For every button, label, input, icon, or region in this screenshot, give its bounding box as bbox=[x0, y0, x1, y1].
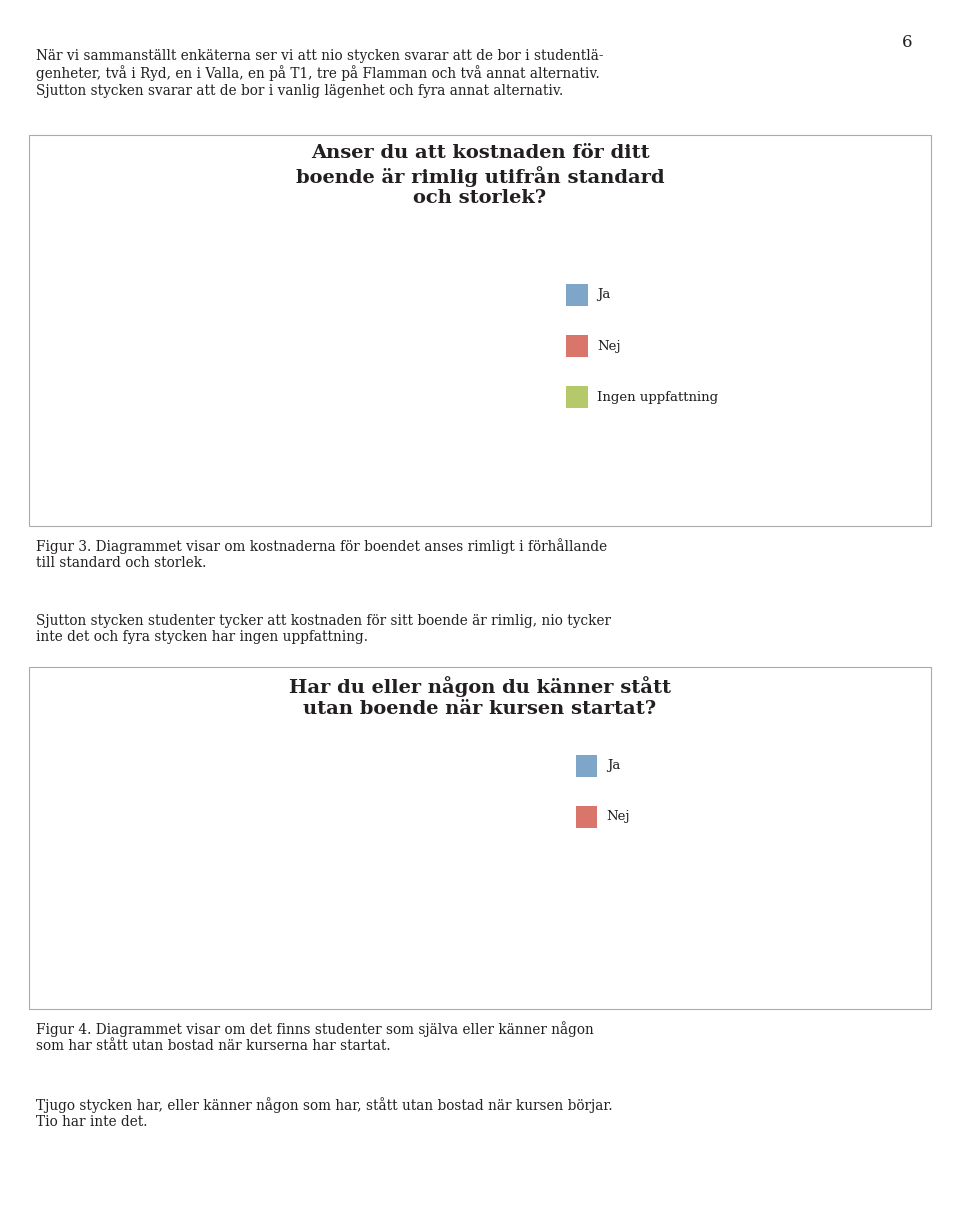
Wedge shape bbox=[132, 289, 250, 475]
Wedge shape bbox=[147, 746, 259, 915]
Text: När vi sammanställt enkäterna ser vi att nio stycken svarar att de bor i student: När vi sammanställt enkäterna ser vi att… bbox=[36, 49, 604, 98]
Text: Ja: Ja bbox=[597, 289, 611, 301]
Text: 10: 10 bbox=[191, 818, 210, 832]
Text: Sjutton stycken studenter tycker att kostnaden för sitt boende är rimlig, nio ty: Sjutton stycken studenter tycker att kos… bbox=[36, 614, 612, 645]
Text: Nej: Nej bbox=[597, 340, 621, 352]
Text: 4: 4 bbox=[215, 294, 225, 307]
Text: 9: 9 bbox=[174, 375, 183, 389]
Text: Anser du att kostnaden för ditt
boende är rimlig utifrån standard
och storlek?: Anser du att kostnaden för ditt boende ä… bbox=[296, 144, 664, 208]
Text: Nej: Nej bbox=[607, 811, 631, 823]
Wedge shape bbox=[162, 249, 250, 367]
Text: 20: 20 bbox=[308, 885, 327, 899]
Text: 17: 17 bbox=[311, 375, 330, 389]
Text: Ingen uppfattning: Ingen uppfattning bbox=[597, 391, 718, 404]
Text: Har du eller någon du känner stått
utan boende när kursen startat?: Har du eller någon du känner stått utan … bbox=[289, 676, 671, 718]
Text: Figur 3. Diagrammet visar om kostnaderna för boendet anses rimligt i förhållande: Figur 3. Diagrammet visar om kostnaderna… bbox=[36, 538, 608, 570]
Text: Tjugo stycken har, eller känner någon som har, stått utan bostad när kursen börj: Tjugo stycken har, eller känner någon so… bbox=[36, 1097, 613, 1129]
Wedge shape bbox=[161, 746, 372, 971]
Text: 6: 6 bbox=[901, 34, 912, 51]
Wedge shape bbox=[202, 249, 367, 484]
Text: Figur 4. Diagrammet visar om det finns studenter som själva eller känner någon
s: Figur 4. Diagrammet visar om det finns s… bbox=[36, 1021, 594, 1053]
Text: Ja: Ja bbox=[607, 759, 620, 772]
